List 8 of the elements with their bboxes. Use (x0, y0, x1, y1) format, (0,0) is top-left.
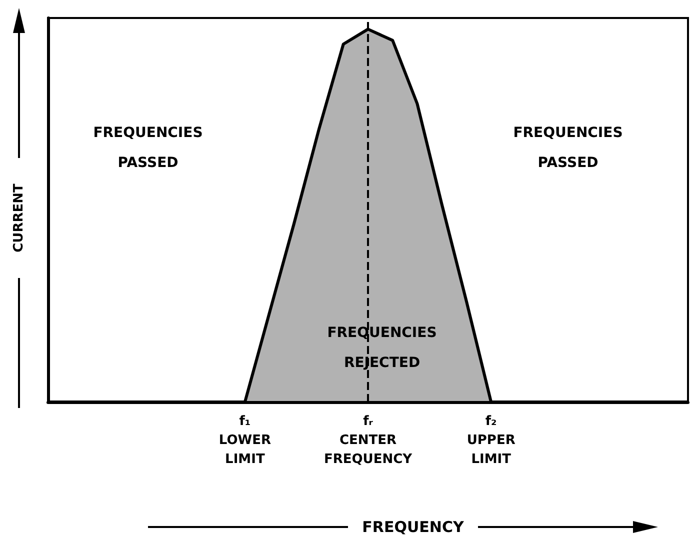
x-axis-title: FREQUENCY (362, 518, 465, 536)
annotation: FREQUENCIES PASSED (93, 125, 203, 171)
y-axis-title: CURRENT (12, 184, 26, 252)
annotation: FREQUENCIES PASSED (513, 125, 623, 171)
annotation: FREQUENCIES REJECTED (327, 325, 437, 371)
x-tick-label: fᵣ CENTER FREQUENCY (324, 414, 413, 467)
x-tick-label: f₁ LOWER LIMIT (218, 414, 271, 467)
x-tick-label: f₂ UPPER LIMIT (466, 414, 516, 467)
